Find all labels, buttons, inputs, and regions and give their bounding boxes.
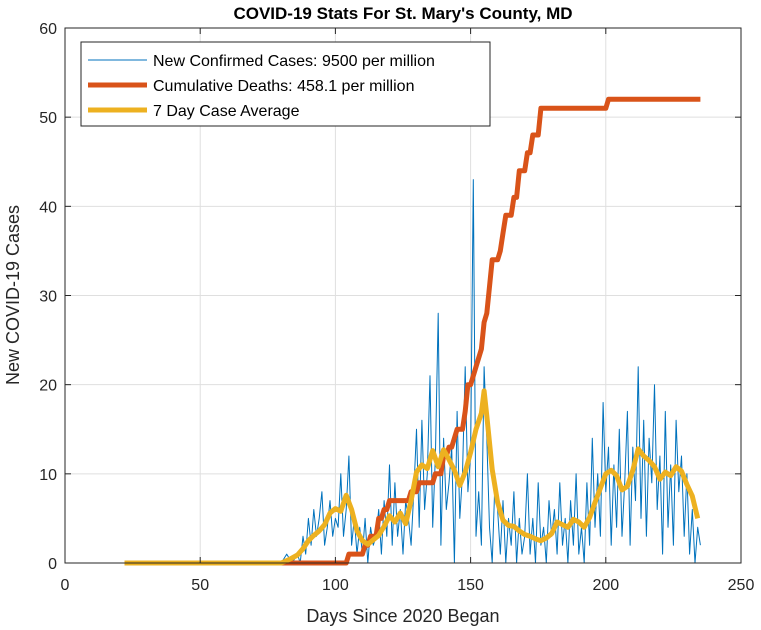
legend: New Confirmed Cases: 9500 per million Cu… xyxy=(80,41,491,127)
series-7-day-average-line xyxy=(124,388,701,566)
y-tick-label: 60 xyxy=(39,21,57,38)
legend-label-new-cases: New Confirmed Cases: 9500 per million xyxy=(153,53,435,70)
series-layer xyxy=(124,96,701,566)
legend-label-cumulative-deaths: Cumulative Deaths: 458.1 per million xyxy=(153,78,414,95)
x-tick-label: 50 xyxy=(191,577,209,594)
x-tick-label: 200 xyxy=(592,577,619,594)
y-axis-label: New COVID-19 Cases xyxy=(3,205,23,385)
x-axis-label: Days Since 2020 Began xyxy=(306,606,499,626)
x-tick-label: 250 xyxy=(728,577,755,594)
y-tick-label: 40 xyxy=(39,199,57,216)
y-tick-label: 10 xyxy=(39,467,57,484)
legend-label-7-day-average: 7 Day Case Average xyxy=(153,103,300,120)
x-tick-label: 0 xyxy=(61,577,70,594)
series-cumulative-deaths-line xyxy=(124,96,701,566)
x-tick-label: 150 xyxy=(457,577,484,594)
x-tick-label: 100 xyxy=(322,577,349,594)
y-tick-label: 20 xyxy=(39,378,57,395)
y-tick-label: 0 xyxy=(48,556,57,573)
chart-title: COVID-19 Stats For St. Mary's County, MD xyxy=(233,4,572,23)
tick-layer: 0 50 100 150 200 250 0 10 20 30 40 50 60 xyxy=(39,21,754,594)
y-tick-label: 30 xyxy=(39,289,57,306)
y-tick-label: 50 xyxy=(39,110,57,127)
legend-box xyxy=(80,41,491,127)
